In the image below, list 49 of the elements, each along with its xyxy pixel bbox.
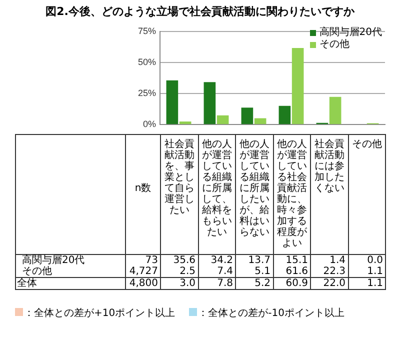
text: 7.4 xyxy=(198,266,236,278)
y-tick-label: 75% xyxy=(138,26,156,36)
text: 5.2 xyxy=(236,278,273,290)
category-label: 他の人が運営している組織に所属して、給料をもらいたい xyxy=(202,139,232,238)
text: 22.3 xyxy=(310,266,348,278)
text: n数 xyxy=(134,183,152,194)
text: 全体 xyxy=(16,278,126,290)
bar xyxy=(241,108,254,124)
x-tick-label: 社会貢献活動を、事業として自ら運営したい xyxy=(163,139,196,216)
text: 4,800 xyxy=(126,278,160,290)
text: 22.0 xyxy=(310,278,348,290)
bar xyxy=(166,80,178,124)
text: 35.6 xyxy=(160,254,198,266)
text: 15.1 xyxy=(273,254,310,266)
category-label: 他の人が運営している社会貢献活動に、時々参加する程度がよい xyxy=(276,139,307,249)
text: 1.4 xyxy=(310,254,348,266)
legend-label: 高関与層20代 xyxy=(319,27,382,39)
x-tick-label: 社会貢献活動には参加したくない xyxy=(313,139,346,194)
text: 5.1 xyxy=(236,266,273,278)
bar xyxy=(278,106,291,124)
text: 7.8 xyxy=(198,278,236,290)
y-tick-label: 50% xyxy=(138,56,156,67)
text: ：全体との差が+10ポイント以上 xyxy=(24,308,176,319)
y-tick-label: 25% xyxy=(138,88,156,98)
text: 34.2 xyxy=(198,254,236,266)
text: 60.9 xyxy=(273,278,310,290)
text: 1.1 xyxy=(348,266,386,278)
text: 3.0 xyxy=(160,278,198,290)
text: 73 xyxy=(126,254,160,266)
bar xyxy=(179,121,192,124)
bar xyxy=(329,96,342,124)
category-label: 他の人が運営している組織に所属したいが、給料はいらない xyxy=(239,139,270,238)
y-tick-label: 0% xyxy=(142,119,156,130)
text: 1.1 xyxy=(348,278,386,290)
bar xyxy=(254,118,266,124)
text: 61.6 xyxy=(273,266,310,278)
bar xyxy=(292,48,304,124)
text: ：全体との差が-10ポイント以上 xyxy=(198,308,344,319)
bar xyxy=(204,82,216,124)
text: 13.7 xyxy=(236,254,273,266)
text: 4,727 xyxy=(126,266,160,278)
text: 0.0 xyxy=(348,254,386,266)
legend-label: その他 xyxy=(319,39,350,51)
chart-title: 図2.今後、どのような立場で社会貢献活動に関わりたいですか xyxy=(44,4,356,19)
bar xyxy=(216,115,229,124)
text: その他 xyxy=(22,266,52,277)
x-tick-label: その他 xyxy=(350,139,383,150)
text: 2.5 xyxy=(160,266,198,278)
text: 高関与層20代 xyxy=(22,255,85,266)
